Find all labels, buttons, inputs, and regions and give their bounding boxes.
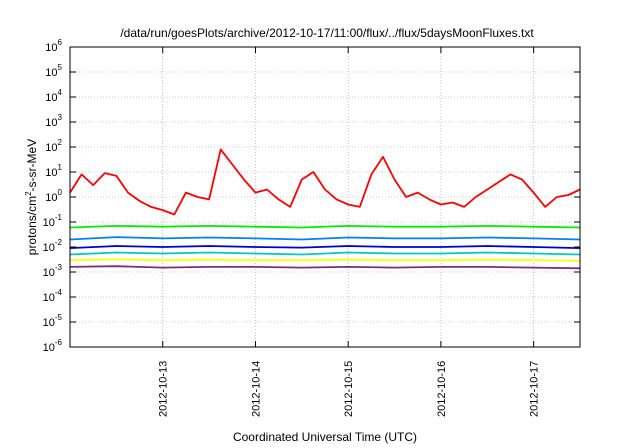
y-tick-base: 10 bbox=[45, 42, 57, 54]
y-tick-label: 103 bbox=[45, 113, 62, 129]
y-tick-exp: 4 bbox=[58, 88, 63, 97]
y-tick-base: 10 bbox=[43, 242, 55, 254]
y-tick-label: 10-5 bbox=[43, 313, 63, 329]
y-tick-label: 10-2 bbox=[43, 238, 63, 254]
y-tick-base: 10 bbox=[45, 192, 57, 204]
y-tick-label: 10-3 bbox=[43, 263, 63, 279]
x-tick-label: 2012-10-14 bbox=[250, 361, 262, 417]
x-tick-label: 2012-10-15 bbox=[343, 361, 355, 417]
series-line bbox=[69, 236, 581, 241]
y-axis-label-rest: -s-sr-MeV bbox=[25, 139, 39, 192]
series-line bbox=[69, 251, 581, 256]
y-tick-base: 10 bbox=[45, 142, 57, 154]
y-tick-exp: -6 bbox=[55, 338, 63, 347]
y-tick-label: 105 bbox=[45, 63, 62, 79]
y-tick-exp: 2 bbox=[58, 138, 63, 147]
x-tick-label: 2012-10-16 bbox=[436, 361, 448, 417]
y-tick-exp: 5 bbox=[58, 63, 63, 72]
series-line bbox=[69, 245, 581, 249]
y-axis-label-sup: 2 bbox=[24, 191, 33, 196]
y-tick-exp: -3 bbox=[55, 263, 63, 272]
y-tick-base: 10 bbox=[43, 292, 55, 304]
series-line bbox=[69, 148, 581, 216]
y-tick-exp: -1 bbox=[55, 213, 63, 222]
y-axis-label-base: protons/cm bbox=[25, 196, 39, 255]
y-tick-exp: 3 bbox=[58, 113, 63, 122]
y-tick-base: 10 bbox=[43, 217, 55, 229]
grid bbox=[70, 47, 580, 347]
y-tick-exp: -5 bbox=[55, 313, 63, 322]
y-tick-label: 10-6 bbox=[43, 338, 63, 354]
y-tick-label: 10-4 bbox=[43, 288, 63, 304]
y-tick-exp: 6 bbox=[58, 38, 63, 47]
y-tick-exp: -4 bbox=[55, 288, 63, 297]
y-tick-label: 102 bbox=[45, 138, 62, 154]
x-tick-label: 2012-10-17 bbox=[529, 361, 541, 417]
y-tick-base: 10 bbox=[43, 267, 55, 279]
y-tick-base: 10 bbox=[45, 92, 57, 104]
y-ticks: 10-610-510-410-310-210-11001011021031041… bbox=[43, 38, 580, 354]
y-tick-base: 10 bbox=[43, 342, 55, 354]
chart-title: /data/run/goesPlots/archive/2012-10-17/1… bbox=[120, 26, 534, 40]
y-tick-base: 10 bbox=[43, 317, 55, 329]
series-line bbox=[69, 258, 581, 262]
x-tick-label: 2012-10-13 bbox=[158, 361, 170, 417]
y-tick-label: 10-1 bbox=[43, 213, 63, 229]
y-tick-base: 10 bbox=[45, 117, 57, 129]
series-line bbox=[69, 224, 581, 229]
series-line bbox=[69, 265, 581, 270]
y-tick-base: 10 bbox=[45, 67, 57, 79]
series-lines bbox=[69, 148, 581, 270]
y-tick-label: 104 bbox=[45, 88, 62, 104]
y-tick-exp: 0 bbox=[58, 188, 63, 197]
y-tick-base: 10 bbox=[45, 167, 57, 179]
y-tick-label: 106 bbox=[45, 38, 62, 54]
y-tick-label: 101 bbox=[45, 163, 62, 179]
y-tick-exp: 1 bbox=[58, 163, 63, 172]
x-axis-label: Coordinated Universal Time (UTC) bbox=[233, 430, 417, 444]
y-axis-label: protons/cm2-s-sr-MeV bbox=[24, 139, 39, 255]
x-ticks: 2012-10-13 2012-10-14 2012-10-15 2012-10-16… bbox=[158, 47, 541, 417]
y-tick-exp: -2 bbox=[55, 238, 63, 247]
y-tick-label: 100 bbox=[45, 188, 62, 204]
